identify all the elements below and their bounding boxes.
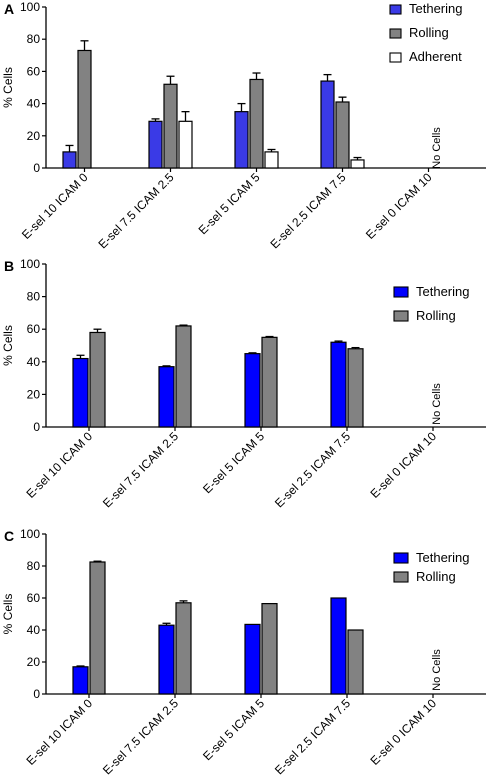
bar-tethering-1 <box>148 120 163 169</box>
bar-rolling-0 <box>89 561 106 695</box>
bar-rolling-3 <box>335 101 350 169</box>
bar-rolling-3 <box>347 629 364 695</box>
no-cells-annotation: No Cells <box>431 127 443 169</box>
x-tick-label: E-sel 7.5 ICAM 2.5 <box>100 429 181 510</box>
x-tick-label: E-sel 2.5 ICAM 7.5 <box>272 696 353 777</box>
x-tick-label: E-sel 10 ICAM 0 <box>23 429 95 501</box>
y-tick-label: 0 <box>33 687 40 701</box>
y-tick-label: 0 <box>33 161 40 175</box>
x-tick-label: E-sel 10 ICAM 0 <box>23 696 95 768</box>
x-tick-label: E-sel 0 ICAM 10 <box>367 696 439 768</box>
legend-label-adherent: Adherent <box>409 49 462 64</box>
y-tick-label: 80 <box>27 290 41 304</box>
bar-tethering-3 <box>330 597 347 695</box>
y-tick-label: 20 <box>27 129 41 143</box>
bar-rolling-3 <box>347 348 364 428</box>
legend-label-rolling: Rolling <box>409 25 449 40</box>
x-tick-label: E-sel 5 ICAM 5 <box>200 696 267 763</box>
y-tick-label: 80 <box>27 32 41 46</box>
y-tick-label: 100 <box>20 527 40 541</box>
y-tick-label: 20 <box>27 387 41 401</box>
bar-rolling-2 <box>261 336 278 428</box>
x-tick-label: E-sel 2.5 ICAM 7.5 <box>268 170 349 251</box>
y-tick-label: 100 <box>20 0 40 14</box>
y-tick-label: 80 <box>27 559 41 573</box>
y-axis-label: % Cells <box>1 594 15 635</box>
bar-rolling-1 <box>175 602 192 695</box>
legend-swatch-tethering <box>393 286 409 298</box>
bar-tethering-0 <box>72 357 89 428</box>
legend-label-tethering: Tethering <box>416 284 469 299</box>
panel-label: B <box>4 258 14 274</box>
no-cells-annotation: No Cells <box>431 383 443 425</box>
bar-rolling-1 <box>163 83 178 169</box>
panel-label: A <box>4 1 14 17</box>
panel-label: C <box>4 528 14 544</box>
bar-tethering-3 <box>330 341 347 428</box>
bar-tethering-2 <box>244 623 261 695</box>
y-tick-label: 60 <box>27 322 41 336</box>
bar-rolling-0 <box>89 331 106 428</box>
y-tick-label: 100 <box>20 257 40 271</box>
x-tick-label: E-sel 7.5 ICAM 2.5 <box>96 170 177 251</box>
bar-rolling-0 <box>77 49 92 169</box>
y-tick-label: 40 <box>27 623 41 637</box>
x-tick-label: E-sel 7.5 ICAM 2.5 <box>100 696 181 777</box>
legend-label-tethering: Tethering <box>409 1 462 16</box>
legend-swatch-adherent <box>389 52 402 63</box>
y-axis-label: % Cells <box>1 67 15 108</box>
no-cells-annotation: No Cells <box>431 649 443 691</box>
bar-tethering-2 <box>234 111 249 169</box>
bar-adherent-2 <box>264 151 279 169</box>
legend-swatch-tethering <box>389 4 402 15</box>
bar-tethering-0 <box>62 151 77 169</box>
x-tick-label: E-sel 0 ICAM 10 <box>367 429 439 501</box>
legend-label-rolling: Rolling <box>416 569 456 584</box>
bar-rolling-2 <box>261 602 278 695</box>
y-tick-label: 20 <box>27 655 41 669</box>
bar-tethering-1 <box>158 366 175 428</box>
y-axis-label: % Cells <box>1 325 15 366</box>
bar-tethering-3 <box>320 80 335 169</box>
bar-tethering-2 <box>244 353 261 428</box>
bar-adherent-1 <box>178 120 193 169</box>
legend-label-tethering: Tethering <box>416 550 469 565</box>
bar-tethering-0 <box>72 666 89 695</box>
y-tick-label: 60 <box>27 591 41 605</box>
bar-rolling-1 <box>175 325 192 428</box>
bar-adherent-3 <box>350 159 365 169</box>
y-tick-label: 40 <box>27 355 41 369</box>
y-tick-label: 40 <box>27 97 41 111</box>
x-tick-label: E-sel 0 ICAM 10 <box>363 170 435 242</box>
legend-swatch-rolling <box>393 571 409 583</box>
bar-tethering-1 <box>158 624 175 695</box>
y-tick-label: 60 <box>27 64 41 78</box>
legend-swatch-rolling <box>393 310 409 322</box>
bar-rolling-2 <box>249 78 264 169</box>
legend-swatch-tethering <box>393 552 409 564</box>
x-tick-label: E-sel 10 ICAM 0 <box>19 170 91 242</box>
y-tick-label: 0 <box>33 420 40 434</box>
legend-label-rolling: Rolling <box>416 308 456 323</box>
x-tick-label: E-sel 5 ICAM 5 <box>200 429 267 496</box>
x-tick-label: E-sel 2.5 ICAM 7.5 <box>272 429 353 510</box>
legend-swatch-rolling <box>389 28 402 39</box>
x-tick-label: E-sel 5 ICAM 5 <box>196 170 263 237</box>
